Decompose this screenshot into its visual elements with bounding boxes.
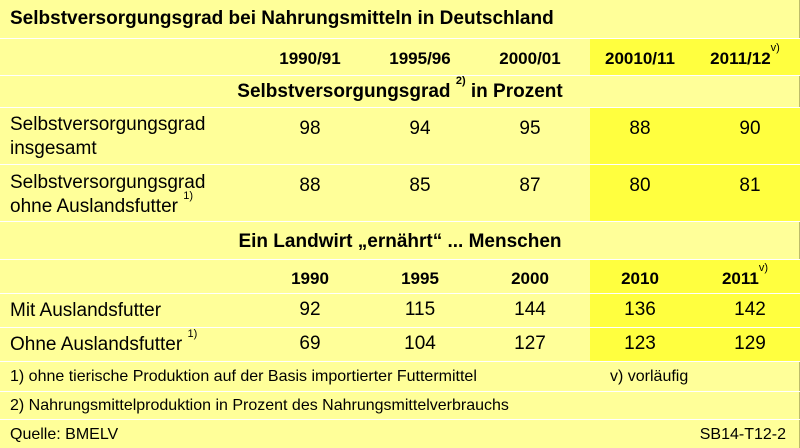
value-cell: 88: [629, 118, 651, 139]
value-cell: 94: [409, 118, 431, 139]
table-row: Selbstversorgungsgrad ohne Auslandsfutte…: [0, 165, 800, 222]
row-label-line1: Selbstversorgungsgrad: [10, 114, 206, 135]
row-label-line1: Selbstversorgungsgrad: [10, 172, 206, 193]
value-cell: 81: [739, 175, 761, 196]
section2-heading: Ein Landwirt „ernährt“ ... Menschen: [238, 231, 562, 252]
section2-heading-row: Ein Landwirt „ernährt“ ... Menschen: [0, 222, 800, 260]
year-header: 2010: [621, 269, 659, 288]
row-label: Selbstversorgungsgrad insgesamt: [10, 113, 205, 161]
year-header: 20010/11: [605, 49, 675, 68]
row-label: Mit Auslandsfutter: [10, 300, 162, 321]
footnote-row: 2) Nahrungsmittelproduktion in Prozent d…: [0, 392, 800, 420]
value-cell: 142: [734, 299, 766, 320]
row-label-line2: insgesamt: [10, 138, 97, 159]
value-cell: 136: [624, 299, 656, 320]
footnote-marker: v): [758, 262, 769, 275]
year-header-label: 2011: [721, 269, 759, 288]
footnote-marker: v): [770, 42, 780, 55]
value-cell: 95: [519, 118, 541, 139]
year-header-label: 2011/12: [710, 49, 771, 68]
year-header: 2011/12v): [690, 43, 800, 69]
page-title: Selbstversorgungsgrad bei Nahrungsmittel…: [10, 8, 554, 29]
footnote-marker: 1): [187, 327, 198, 340]
highlight-recent-years-bottom: [590, 260, 800, 362]
year-header: 2011v): [690, 263, 800, 289]
year-header: 1990/91: [279, 49, 341, 68]
table-row: Selbstversorgungsgrad insgesamt 98 94 95…: [0, 108, 800, 165]
row-label-text: Ohne Auslandsfutter: [10, 334, 183, 355]
section1-heading-label: Selbstversorgungsgrad: [237, 81, 451, 102]
year-header: 2000: [511, 269, 549, 288]
highlight-recent-values-top: [590, 108, 800, 222]
section1-heading-row: Selbstversorgungsgrad 2) in Prozent: [0, 75, 800, 108]
year-header: 1995: [401, 269, 439, 288]
value-cell: 87: [519, 175, 541, 196]
footnote-row: 1) ohne tierische Produktion auf der Bas…: [0, 362, 800, 392]
row-label: Ohne Auslandsfutter 1): [10, 328, 197, 357]
footnote-v: v) vorläufig: [610, 368, 689, 385]
title-row: Selbstversorgungsgrad bei Nahrungsmittel…: [0, 0, 800, 39]
footnote-marker: 1): [183, 189, 194, 202]
value-cell: 129: [734, 333, 766, 354]
source-label: Quelle: BMELV: [10, 426, 119, 443]
year-header: 2000/01: [499, 49, 561, 68]
highlight-recent-years-top: [590, 39, 800, 76]
value-cell: 92: [299, 299, 321, 320]
value-cell: 69: [299, 333, 321, 354]
value-cell: 144: [514, 299, 546, 320]
section1-year-header-row: 1990/91 1995/96 2000/01 20010/11 2011/12…: [0, 39, 800, 76]
footnote-2: 2) Nahrungsmittelproduktion in Prozent d…: [10, 397, 509, 414]
value-cell: 104: [404, 333, 436, 354]
year-header: 1995/96: [389, 49, 451, 68]
value-cell: 98: [299, 118, 321, 139]
value-cell: 127: [514, 333, 546, 354]
section1-heading: Selbstversorgungsgrad 2) in Prozent: [0, 75, 800, 103]
value-cell: 85: [409, 175, 431, 196]
row-label: Selbstversorgungsgrad ohne Auslandsfutte…: [10, 171, 205, 219]
value-cell: 88: [299, 175, 321, 196]
footnote-1: 1) ohne tierische Produktion auf der Bas…: [10, 368, 477, 385]
value-cell: 123: [624, 333, 656, 354]
section2-year-header-row: 1990 1995 2000 2010 2011v): [0, 260, 800, 294]
source-row: Quelle: BMELV SB14-T12-2: [0, 420, 800, 448]
table-row: Ohne Auslandsfutter 1) 69 104 127 123 12…: [0, 328, 800, 362]
table-row: Mit Auslandsfutter 92 115 144 136 142: [0, 294, 800, 328]
section1-heading-suffix: in Prozent: [470, 81, 563, 102]
year-header: 1990: [291, 269, 329, 288]
table-code: SB14-T12-2: [699, 426, 786, 443]
value-cell: 115: [404, 299, 436, 320]
value-cell: 90: [739, 118, 761, 139]
footnote-marker: 2): [455, 74, 466, 87]
row-label-line2: ohne Auslandsfutter: [10, 196, 178, 217]
value-cell: 80: [629, 175, 651, 196]
